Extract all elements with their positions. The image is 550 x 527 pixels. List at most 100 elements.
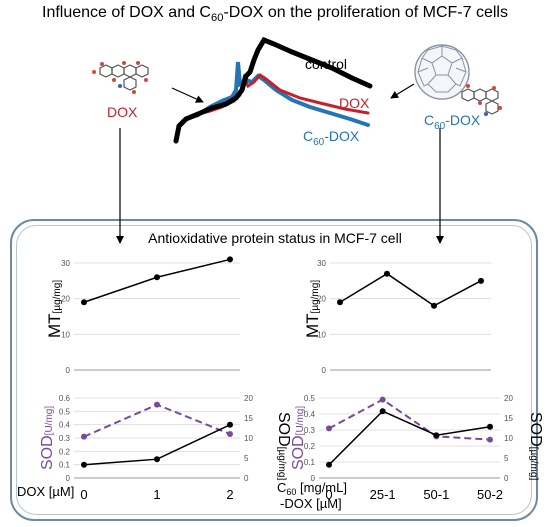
y-tick-label: 0.1: [59, 461, 71, 470]
y-tick-label: 0.5: [59, 407, 71, 416]
title-part: Influence of DOX and C: [42, 4, 211, 21]
c60-dox-curve-label-subscript: 60: [313, 137, 325, 148]
mt-axis-label-right-chart: MT[µg/mg]: [303, 280, 322, 338]
c60-dox-label-text: -DOX: [445, 112, 481, 128]
c60-dox-curve-label-text: C: [303, 128, 313, 144]
title-subscript: 60: [210, 11, 224, 24]
y-tick-label: 0.2: [304, 442, 316, 451]
data-point: [81, 299, 87, 306]
x-tick-label: 0: [325, 487, 332, 502]
y-tick-label: 0.4: [59, 421, 71, 430]
control-label: control: [305, 56, 347, 72]
sod-axis-label-text: SOD: [39, 435, 56, 470]
sod-axis-label-unit: [µg/mg]: [528, 447, 539, 481]
mt-axis-label-left: MT[µg/mg]: [45, 280, 64, 338]
y2-tick-label: 5: [504, 454, 509, 463]
y-tick-label: 0.2: [59, 447, 71, 456]
series-line: [339, 272, 482, 307]
data-point: [227, 431, 233, 437]
y-tick-label: 30: [317, 259, 326, 268]
c60-x-axis-label-line2: -DOX [µM]: [280, 496, 342, 511]
main-title: Influence of DOX and C60-DOX on the prol…: [0, 4, 550, 24]
curve-control: [173, 36, 373, 144]
data-point: [478, 277, 484, 284]
y2-tick-label: 0: [504, 474, 509, 483]
data-point: [227, 256, 233, 263]
y-tick-label: 0.5: [304, 394, 316, 403]
y-tick-label: 30: [61, 259, 70, 268]
sod-axis-label-right: SOD[µg/mg]: [275, 412, 292, 480]
x-tick-label: 1: [153, 487, 160, 502]
data-point: [227, 421, 233, 428]
sod-axis-label-unit: [µg/mg]: [276, 447, 287, 481]
sod-axis-label-text: SOD: [275, 412, 292, 447]
y-tick-label: 0.3: [304, 426, 316, 435]
c60-dox-curve-label-text: -DOX: [324, 128, 360, 144]
title-part: -DOX on the proliferation of MCF-7 cells: [223, 4, 508, 21]
charts-area: 0102030010203000.10.20.30.40.50.60510152…: [59, 256, 513, 502]
y-tick-label: 0: [66, 366, 71, 375]
c60-dox-curve-label: C60-DOX: [303, 128, 360, 148]
dox-curve-label: DOX: [339, 95, 370, 111]
y2-tick-label: 15: [244, 414, 253, 423]
bottom-panel-frame: [10, 219, 538, 521]
sod-enzyme-series-line: [328, 398, 491, 441]
data-point: [154, 401, 160, 408]
y-tick-label: 0.1: [304, 458, 316, 467]
sod-axis-label-text: SOD: [527, 412, 544, 447]
sod-enzyme-series-line: [83, 403, 231, 438]
sod-axis-label-right-2: SOD[µg/mg]: [527, 412, 544, 480]
sod-axis-label-text: SOD: [290, 435, 307, 470]
x-tick-label: 25-1: [370, 487, 396, 502]
data-point: [326, 461, 332, 468]
series-line: [83, 258, 231, 303]
y2-tick-label: 15: [504, 414, 513, 423]
panel-title: Antioxidative protein status in MCF-7 ce…: [148, 230, 402, 246]
dox-molecule-icon: [92, 61, 149, 94]
c60-dox-label-text: C: [424, 112, 434, 128]
bottom-panel-inner-frame: [16, 225, 532, 515]
y2-tick-label: 0: [244, 474, 249, 483]
dox-label: DOX: [107, 104, 138, 120]
data-point: [81, 433, 87, 440]
y2-tick-label: 5: [244, 454, 249, 463]
c60-dox-molecule-icon: [414, 44, 502, 116]
y-tick-label: 0: [66, 474, 71, 483]
dox-x-axis-label: DOX [µM]: [17, 484, 74, 499]
c60-dox-label: C60-DOX: [424, 112, 481, 132]
x-tick-label: 0: [80, 487, 87, 502]
y-tick-label: 10: [61, 330, 70, 339]
x-tick-label: 50-1: [423, 487, 449, 502]
sod-axis-label-left-2: SOD[U/mg]: [290, 406, 307, 470]
y-tick-label: 0.4: [304, 410, 316, 419]
arrow-dox-to-curves: [171, 87, 204, 103]
data-point: [154, 456, 160, 463]
y2-tick-label: 20: [244, 394, 253, 403]
growth-curves: [173, 36, 373, 144]
mt-axis-label-text: MT: [45, 313, 64, 338]
sod-axis-label-unit: [U/mg]: [44, 406, 55, 436]
data-point: [431, 302, 437, 309]
data-point: [384, 270, 390, 277]
c60-dox-label-subscript: 60: [434, 121, 446, 132]
y-tick-label: 20: [61, 295, 70, 304]
y2-tick-label: 10: [504, 434, 513, 443]
y-tick-label: 0: [322, 366, 327, 375]
sod-axis-label-unit: [U/mg]: [295, 406, 306, 436]
sod-axis-label-left: SOD[U/mg]: [39, 406, 56, 470]
mt-axis-label-text: MT: [303, 313, 322, 338]
data-point: [379, 408, 386, 415]
data-point: [433, 432, 440, 439]
y2-tick-label: 10: [244, 434, 253, 443]
arrow-c60-to-curves: [390, 83, 415, 99]
mt-axis-label-unit: [µg/mg]: [52, 280, 63, 314]
data-point: [326, 425, 332, 432]
data-point: [487, 423, 493, 430]
data-point: [487, 436, 493, 443]
data-point: [81, 461, 87, 468]
x-tick-label: 50-2: [477, 487, 503, 502]
x-tick-label: 2: [226, 487, 233, 502]
y-tick-label: 0.6: [59, 394, 71, 403]
y2-tick-label: 20: [504, 394, 513, 403]
y-tick-label: 0.3: [59, 434, 71, 443]
